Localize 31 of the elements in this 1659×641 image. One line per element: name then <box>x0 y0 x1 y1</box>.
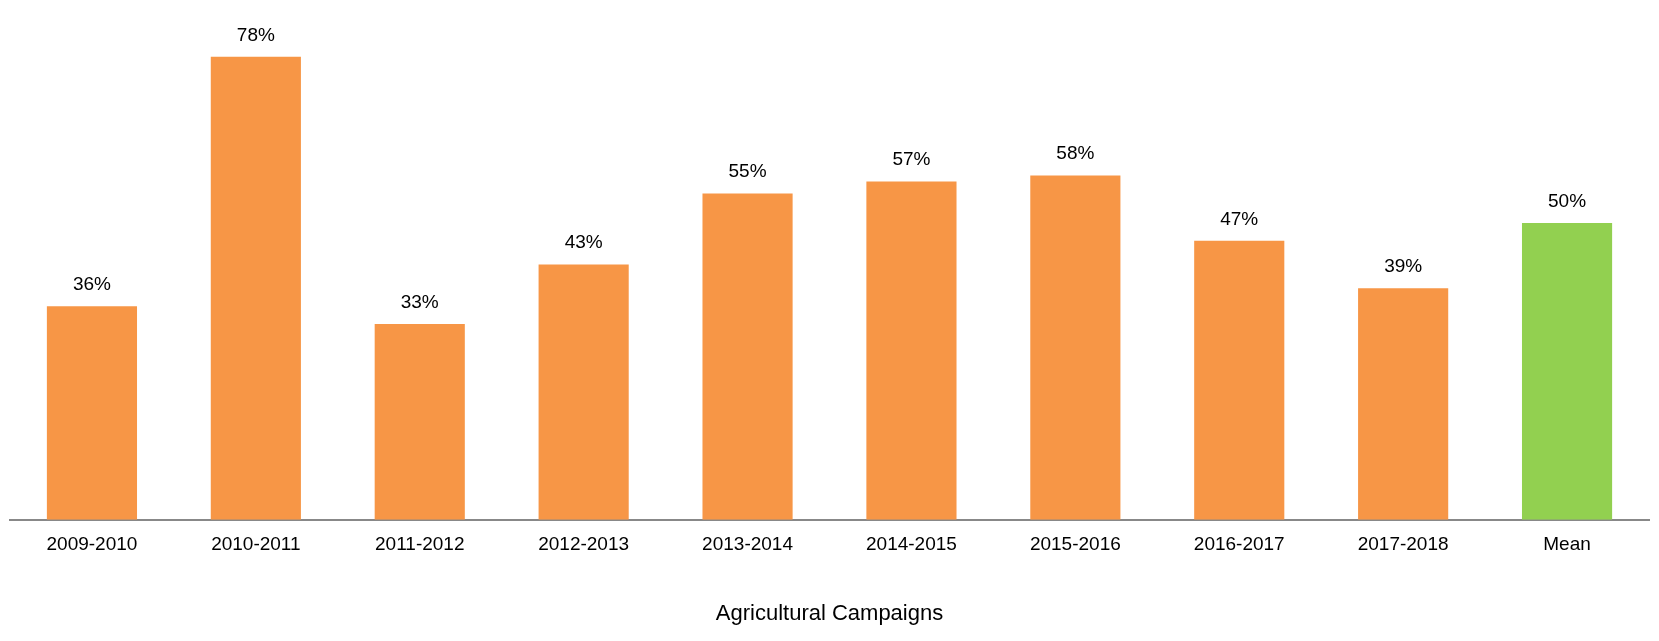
data-label: 43% <box>564 231 603 253</box>
bar <box>538 264 629 520</box>
bar <box>1521 223 1613 520</box>
data-label: 55% <box>728 160 767 182</box>
bar <box>1358 288 1449 520</box>
data-label: 78% <box>236 23 275 45</box>
x-tick-label: 2017-2018 <box>1357 533 1449 555</box>
x-tick-label: 2012-2013 <box>538 533 630 555</box>
x-tick-label: 2009-2010 <box>46 533 138 555</box>
x-tick-label: 2014-2015 <box>866 533 957 555</box>
bar <box>702 193 793 520</box>
x-tick-label: 2011-2012 <box>375 533 465 555</box>
data-label: 36% <box>72 272 112 294</box>
data-label: 33% <box>400 290 439 312</box>
x-tick-label: 2016-2017 <box>1193 533 1285 555</box>
bar <box>866 181 957 520</box>
data-label: 50% <box>1548 189 1587 211</box>
bar <box>210 56 301 520</box>
bar <box>374 323 465 520</box>
x-tick-label: Mean <box>1543 533 1591 555</box>
data-label: 57% <box>892 148 931 170</box>
data-label: 39% <box>1384 255 1423 277</box>
x-tick-label: 2010-2011 <box>211 533 301 555</box>
bar <box>1194 240 1285 520</box>
x-axis-title: Agricultural Campaigns <box>715 599 944 625</box>
x-tick-label: 2015-2016 <box>1029 533 1121 555</box>
x-tick-label: 2013-2014 <box>702 533 794 555</box>
data-label: 58% <box>1056 142 1095 164</box>
data-label: 47% <box>1220 207 1259 229</box>
bar <box>46 306 138 520</box>
bar <box>1030 175 1121 520</box>
